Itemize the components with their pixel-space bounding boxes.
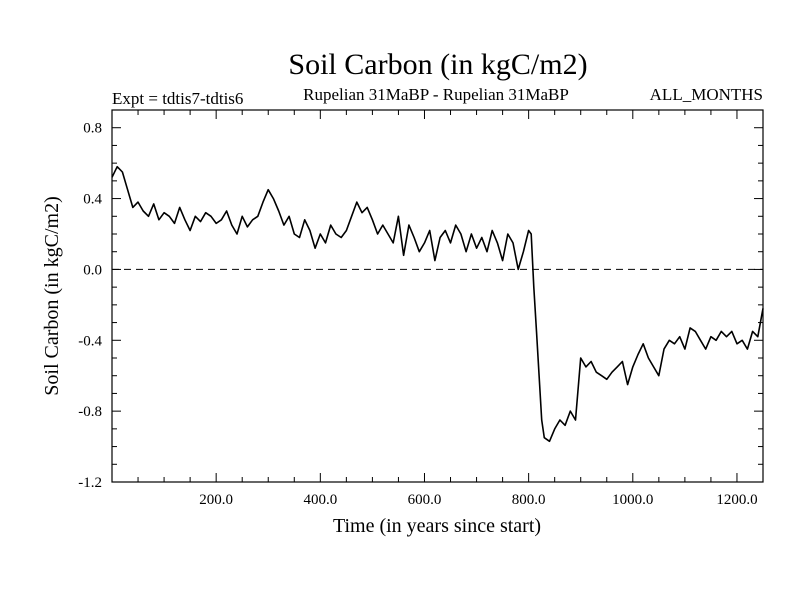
y-axis-label: Soil Carbon (in kgC/m2) [41,196,63,395]
y-tick-label: 0.0 [83,262,102,278]
y-tick-label: 0.8 [83,121,102,137]
axis-ticks [112,110,763,483]
series-line-soil-carbon [111,165,764,443]
x-tick-label: 1000.0 [612,492,653,508]
tick-labels: 200.0 400.0 600.0 800.0 1000.0 1200.0 0.8 0.4 0.… [78,121,757,508]
plot-frame [111,109,764,483]
y-tick-label: 0.4 [83,192,102,208]
y-tick-label: -1.2 [78,475,102,491]
subtitle-experiment: Expt = tdtis7-tdtis6 [112,89,243,108]
x-tick-label: 200.0 [199,492,233,508]
chart-title: Soil Carbon (in kgC/m2) [288,48,587,81]
x-tick-label: 800.0 [512,492,546,508]
x-axis-label: Time (in years since start) [333,515,541,537]
x-tick-label: 600.0 [408,492,442,508]
subtitle-months: ALL_MONTHS [650,85,763,104]
y-tick-label: -0.8 [78,404,102,420]
y-tick-label: -0.4 [78,333,102,349]
x-tick-label: 400.0 [303,492,337,508]
x-tick-label: 1200.0 [716,492,757,508]
subtitle-period: Rupelian 31MaBP - Rupelian 31MaBP [303,85,569,104]
